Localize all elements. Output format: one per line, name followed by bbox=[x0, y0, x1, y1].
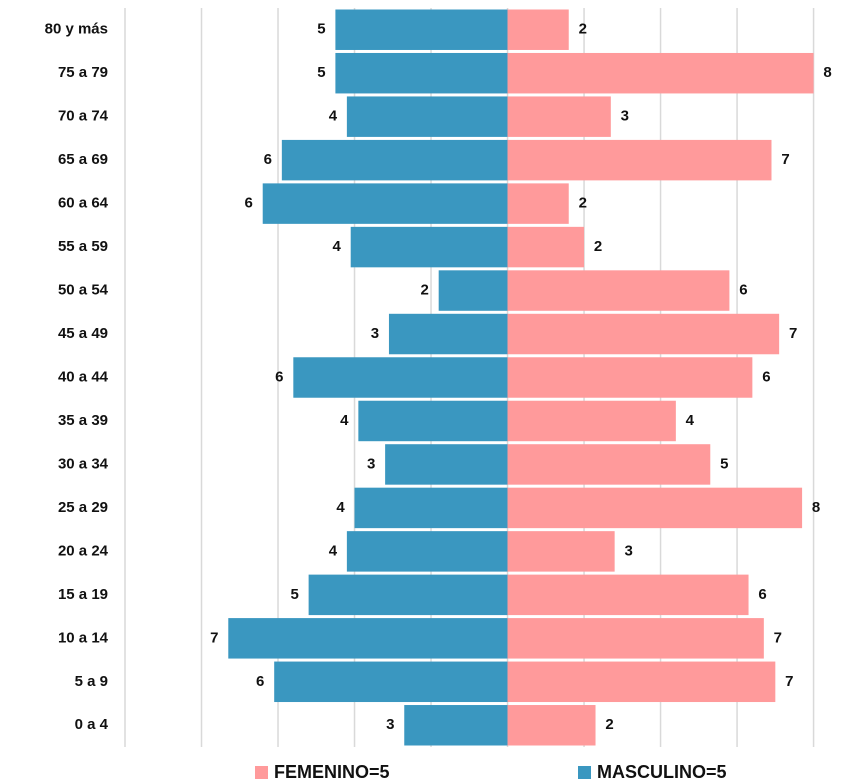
value-label: 6 bbox=[758, 586, 766, 603]
value-label: 4 bbox=[329, 108, 338, 125]
y-tick-label: 70 a 74 bbox=[58, 108, 109, 125]
y-tick-label: 40 a 44 bbox=[58, 368, 109, 385]
bar bbox=[507, 9, 569, 50]
y-tick-label: 55 a 59 bbox=[58, 238, 108, 255]
bar bbox=[507, 139, 772, 181]
value-label: 5 bbox=[720, 455, 728, 472]
legend-label: FEMENINO=5 bbox=[274, 762, 390, 782]
bar bbox=[507, 357, 753, 398]
bar bbox=[507, 487, 803, 529]
y-tick-label: 15 a 19 bbox=[58, 586, 108, 603]
legend-swatch bbox=[578, 766, 591, 779]
bar bbox=[350, 226, 508, 268]
value-label: 6 bbox=[762, 368, 770, 385]
y-tick-label: 65 a 69 bbox=[58, 151, 108, 168]
value-label: 3 bbox=[621, 108, 629, 125]
bar bbox=[438, 270, 508, 311]
value-label: 6 bbox=[264, 151, 272, 168]
bar bbox=[507, 531, 615, 572]
bar bbox=[507, 96, 611, 137]
value-label: 6 bbox=[275, 368, 283, 385]
bar bbox=[358, 400, 508, 442]
bar bbox=[346, 96, 508, 137]
bar bbox=[404, 705, 508, 746]
bar bbox=[507, 313, 780, 355]
y-tick-label: 80 y más bbox=[45, 21, 108, 38]
y-tick-label: 5 a 9 bbox=[75, 673, 108, 690]
value-label: 6 bbox=[245, 195, 253, 212]
value-label: 5 bbox=[317, 21, 325, 38]
value-label: 3 bbox=[624, 542, 632, 559]
value-label: 7 bbox=[781, 151, 789, 168]
value-label: 3 bbox=[386, 716, 394, 733]
bar bbox=[354, 487, 508, 529]
value-label: 2 bbox=[579, 195, 587, 212]
value-label: 8 bbox=[823, 64, 831, 81]
value-label: 3 bbox=[367, 455, 375, 472]
value-label: 4 bbox=[329, 542, 338, 559]
value-label: 4 bbox=[336, 499, 345, 516]
bar bbox=[308, 574, 508, 616]
value-label: 3 bbox=[371, 325, 379, 342]
y-tick-label: 20 a 24 bbox=[58, 542, 109, 559]
value-label: 4 bbox=[340, 412, 349, 429]
y-tick-label: 45 a 49 bbox=[58, 325, 108, 342]
y-tick-label: 10 a 14 bbox=[58, 629, 109, 646]
bar bbox=[388, 313, 508, 355]
bar bbox=[507, 52, 814, 94]
bar bbox=[507, 574, 749, 616]
value-label: 4 bbox=[686, 412, 695, 429]
bar bbox=[335, 9, 508, 50]
bar bbox=[507, 444, 711, 485]
value-label: 7 bbox=[210, 629, 218, 646]
bar bbox=[346, 531, 508, 572]
value-label: 2 bbox=[421, 282, 429, 299]
bar bbox=[507, 270, 730, 311]
bar bbox=[507, 400, 676, 442]
bar bbox=[293, 357, 508, 398]
value-label: 5 bbox=[290, 586, 298, 603]
y-tick-label: 60 a 64 bbox=[58, 195, 109, 212]
value-label: 6 bbox=[739, 282, 747, 299]
bar bbox=[385, 444, 508, 485]
y-tick-label: 75 a 79 bbox=[58, 64, 108, 81]
y-tick-label: 0 a 4 bbox=[75, 716, 109, 733]
bar bbox=[262, 183, 508, 224]
value-label: 2 bbox=[594, 238, 602, 255]
value-label: 7 bbox=[774, 629, 782, 646]
y-tick-label: 30 a 34 bbox=[58, 455, 109, 472]
legend-swatch bbox=[255, 766, 268, 779]
bar bbox=[507, 705, 596, 746]
value-label: 8 bbox=[812, 499, 820, 516]
bar bbox=[335, 52, 508, 94]
bar bbox=[507, 661, 776, 703]
bar bbox=[228, 618, 508, 659]
y-tick-label: 35 a 39 bbox=[58, 412, 108, 429]
value-label: 5 bbox=[317, 64, 325, 81]
y-tick-label: 50 a 54 bbox=[58, 282, 109, 299]
value-label: 7 bbox=[789, 325, 797, 342]
y-tick-label: 25 a 29 bbox=[58, 499, 108, 516]
value-label: 2 bbox=[605, 716, 613, 733]
bar bbox=[507, 618, 764, 659]
bar bbox=[507, 226, 585, 268]
value-label: 2 bbox=[579, 21, 587, 38]
bar bbox=[274, 661, 508, 703]
value-label: 6 bbox=[256, 673, 264, 690]
legend-label: MASCULINO=5 bbox=[597, 762, 727, 782]
bar bbox=[507, 183, 569, 224]
bar bbox=[281, 139, 508, 181]
value-label: 7 bbox=[785, 673, 793, 690]
value-label: 4 bbox=[333, 238, 342, 255]
